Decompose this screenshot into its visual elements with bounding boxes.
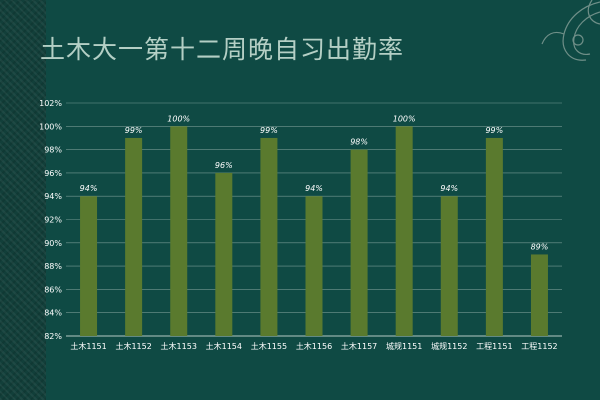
x-tick-label: 土木1155 — [251, 341, 287, 351]
x-tick-label: 土木1153 — [161, 341, 197, 351]
bar — [170, 126, 188, 336]
bar-value-label: 96% — [215, 161, 233, 170]
bar — [395, 126, 413, 336]
y-tick-label: 82% — [44, 332, 62, 341]
bar-value-label: 99% — [485, 126, 503, 135]
y-tick-label: 94% — [44, 192, 62, 201]
bar-value-label: 99% — [125, 126, 143, 135]
bar — [260, 137, 278, 336]
bar — [485, 137, 503, 336]
y-tick-label: 86% — [44, 285, 62, 294]
bar-value-label: 100% — [393, 114, 416, 123]
bar-value-label: 98% — [350, 138, 368, 147]
data-labels: 94% 99% 100% 96% 99% 94% 98% 100% 94% 99% 89% — [80, 114, 549, 251]
bar-value-label: 99% — [260, 126, 278, 135]
bar-value-label: 100% — [167, 114, 190, 123]
y-tick-label: 84% — [44, 309, 62, 318]
x-tick-label: 土木1157 — [341, 341, 377, 351]
page-title: 土木大一第十二周晚自习出勤率 — [40, 35, 405, 64]
y-tick-label: 102% — [39, 99, 62, 108]
y-axis-ticks: 82% 84% 86% 88% 90% 92% 94% 96% 98% 100% 102% — [39, 99, 62, 341]
y-tick-label: 92% — [44, 216, 62, 225]
x-tick-label: 土木1152 — [115, 341, 151, 351]
bar-value-label: 94% — [440, 184, 458, 193]
bar — [350, 149, 368, 336]
x-tick-label: 城规1151 — [386, 341, 422, 351]
chart-bars — [80, 126, 548, 336]
y-tick-label: 90% — [44, 239, 62, 248]
bar — [530, 254, 548, 336]
decorative-side-strip — [0, 0, 46, 400]
x-axis-ticks: 土木1151 土木1152 土木1153 土木1154 土木1155 土木1156 土木11… — [70, 341, 557, 351]
bar — [305, 196, 323, 336]
x-tick-label: 土木1151 — [70, 341, 106, 351]
bar — [80, 196, 98, 336]
y-tick-label: 100% — [39, 122, 62, 131]
x-tick-label: 土木1154 — [206, 341, 242, 351]
bar-value-label: 94% — [80, 184, 98, 193]
bar-value-label: 89% — [531, 242, 549, 251]
x-tick-label: 城规1152 — [431, 341, 467, 351]
bar-value-label: 94% — [305, 184, 323, 193]
y-tick-label: 96% — [44, 169, 62, 178]
bar — [440, 196, 458, 336]
x-tick-label: 土木1156 — [296, 341, 332, 351]
bar — [125, 137, 143, 336]
x-tick-label: 工程1152 — [521, 342, 557, 351]
x-tick-label: 工程1151 — [476, 342, 512, 351]
y-tick-label: 98% — [44, 146, 62, 155]
bar — [215, 172, 233, 336]
corner-ornament-icon — [541, 0, 600, 61]
y-tick-label: 88% — [44, 262, 62, 271]
